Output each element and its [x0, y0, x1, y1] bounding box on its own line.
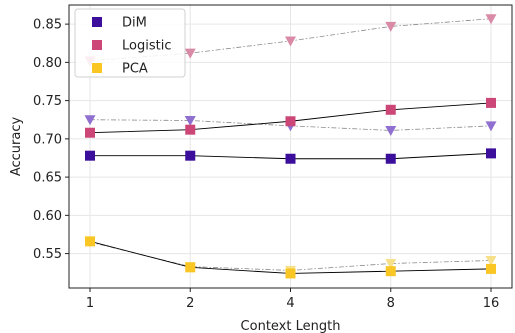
data-point	[385, 266, 396, 277]
data-point	[385, 153, 396, 164]
data-point	[84, 115, 96, 126]
x-tick-label: 16	[483, 296, 500, 311]
axes: 0.55 0.60 0.65 0.70 0.75 0.80 0.85 1 2 4 8 16	[33, 18, 499, 311]
y-tick-label: 0.55	[33, 247, 62, 262]
legend-item-pca: PCA	[92, 62, 148, 77]
data-point	[285, 268, 296, 279]
legend-item-dim: DiM	[92, 16, 147, 31]
data-point	[184, 115, 196, 126]
data-point	[385, 21, 397, 32]
data-point	[486, 97, 496, 108]
data-point	[185, 262, 196, 273]
legend-label: Logistic	[122, 39, 171, 54]
data-point	[85, 150, 95, 161]
x-tick-label: 4	[286, 296, 294, 311]
y-tick-label: 0.80	[33, 56, 62, 71]
legend-swatch	[92, 40, 102, 50]
data-point	[85, 127, 95, 138]
data-point	[184, 48, 196, 59]
data-point	[486, 263, 496, 274]
data-point	[485, 255, 497, 266]
data-point	[385, 125, 397, 136]
data-point	[285, 116, 296, 127]
legend: DiM Logistic PCA	[74, 8, 186, 78]
legend-box	[74, 8, 186, 78]
legend-item-logistic: Logistic	[92, 39, 171, 54]
y-tick-label: 0.65	[33, 171, 62, 186]
legend-label: PCA	[122, 62, 148, 77]
data-point	[485, 14, 497, 25]
series-logistic	[85, 97, 496, 138]
data-point	[385, 259, 397, 270]
y-axis-label: Accuracy	[9, 117, 24, 177]
y-tick-label: 0.75	[33, 94, 62, 109]
series-pca	[85, 236, 496, 279]
data-point	[85, 236, 95, 247]
data-point	[285, 153, 296, 164]
data-point	[485, 121, 497, 132]
x-tick-label: 1	[86, 296, 94, 311]
data-point	[185, 124, 196, 135]
data-point	[285, 36, 296, 47]
legend-swatch	[92, 17, 102, 27]
y-tick-label: 0.70	[33, 132, 62, 147]
series-layer	[84, 14, 497, 279]
y-tick-label: 0.85	[33, 18, 62, 33]
legend-swatch	[92, 63, 102, 73]
data-point	[185, 150, 196, 161]
x-axis-label: Context Length	[241, 319, 341, 333]
y-tick-label: 0.60	[33, 209, 62, 224]
x-tick-label: 8	[387, 296, 395, 311]
legend-label: DiM	[122, 16, 147, 31]
x-tick-label: 2	[186, 296, 194, 311]
data-point	[486, 148, 496, 159]
series-dim	[85, 148, 496, 164]
data-point	[385, 104, 396, 115]
